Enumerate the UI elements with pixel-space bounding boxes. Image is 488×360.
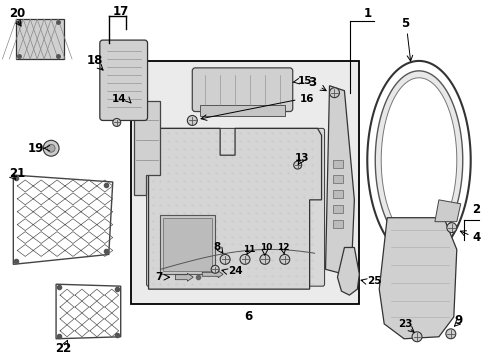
Text: 8: 8 xyxy=(213,243,220,252)
Text: 13: 13 xyxy=(294,153,308,163)
Text: 6: 6 xyxy=(244,310,252,323)
Text: 16: 16 xyxy=(299,94,314,104)
Text: 24: 24 xyxy=(227,266,242,276)
Bar xyxy=(200,105,284,117)
Bar xyxy=(163,218,212,271)
Bar xyxy=(333,160,343,168)
Text: 4: 4 xyxy=(471,231,480,244)
Bar xyxy=(333,190,343,198)
Text: 5: 5 xyxy=(400,17,408,30)
Circle shape xyxy=(329,88,339,98)
Bar xyxy=(333,205,343,213)
Text: 10: 10 xyxy=(259,243,271,252)
Circle shape xyxy=(293,161,301,169)
Text: 3: 3 xyxy=(308,76,316,89)
Text: 7: 7 xyxy=(155,272,162,282)
Circle shape xyxy=(113,118,121,126)
Bar xyxy=(333,175,343,183)
Bar xyxy=(130,61,359,304)
Text: 11: 11 xyxy=(242,245,255,254)
Polygon shape xyxy=(148,129,321,289)
Polygon shape xyxy=(337,247,359,295)
Circle shape xyxy=(260,255,269,264)
Polygon shape xyxy=(133,100,160,195)
Text: 21: 21 xyxy=(9,167,25,180)
Polygon shape xyxy=(434,200,460,222)
Circle shape xyxy=(211,265,219,273)
Text: 19: 19 xyxy=(27,142,43,155)
Text: 23: 23 xyxy=(397,319,411,329)
Text: 20: 20 xyxy=(9,7,25,20)
Text: 22: 22 xyxy=(55,342,71,355)
Circle shape xyxy=(445,329,455,339)
Text: 15: 15 xyxy=(297,76,311,86)
Polygon shape xyxy=(366,61,470,259)
Polygon shape xyxy=(379,218,456,339)
FancyArrow shape xyxy=(175,273,193,281)
Polygon shape xyxy=(13,175,113,264)
Text: 2: 2 xyxy=(471,203,480,216)
Polygon shape xyxy=(374,71,462,249)
Polygon shape xyxy=(325,86,354,274)
FancyBboxPatch shape xyxy=(100,40,147,121)
Bar xyxy=(16,19,64,59)
FancyBboxPatch shape xyxy=(192,68,292,112)
Text: 17: 17 xyxy=(112,5,128,18)
Circle shape xyxy=(43,140,59,156)
Circle shape xyxy=(187,116,197,125)
Circle shape xyxy=(279,255,289,264)
Circle shape xyxy=(220,255,230,264)
Text: 18: 18 xyxy=(86,54,103,67)
FancyBboxPatch shape xyxy=(146,129,324,286)
Text: 25: 25 xyxy=(366,276,381,286)
Bar xyxy=(160,215,215,274)
Polygon shape xyxy=(56,284,121,339)
Polygon shape xyxy=(381,78,456,243)
Circle shape xyxy=(47,144,55,152)
Circle shape xyxy=(240,255,249,264)
Text: 12: 12 xyxy=(277,243,289,252)
Circle shape xyxy=(446,223,456,233)
Text: 14: 14 xyxy=(112,94,126,104)
Text: 9: 9 xyxy=(454,314,462,327)
FancyArrow shape xyxy=(202,271,223,278)
Circle shape xyxy=(411,332,421,342)
Text: 1: 1 xyxy=(363,7,370,20)
Bar xyxy=(333,220,343,228)
